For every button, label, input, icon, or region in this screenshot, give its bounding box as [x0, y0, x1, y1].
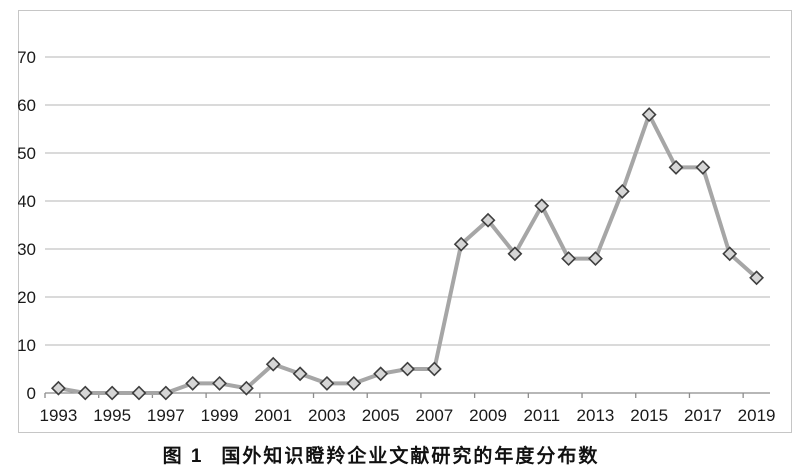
svg-text:0: 0 — [27, 384, 36, 403]
svg-text:2001: 2001 — [254, 406, 292, 425]
svg-text:1993: 1993 — [40, 406, 78, 425]
svg-text:1997: 1997 — [147, 406, 185, 425]
svg-text:60: 60 — [18, 96, 36, 115]
svg-text:2017: 2017 — [684, 406, 722, 425]
figure-title: 国外知识瞪羚企业文献研究的年度分布数 — [221, 446, 600, 467]
annual-distribution-line-chart: 0 10 20 30 40 50 60 70 1993 1995 1997 1999 2001 2003 2… — [18, 10, 792, 433]
svg-text:40: 40 — [18, 192, 36, 211]
figure-label: 图 1 — [162, 446, 204, 467]
svg-text:70: 70 — [18, 48, 36, 67]
svg-text:2009: 2009 — [469, 406, 507, 425]
svg-text:2003: 2003 — [308, 406, 346, 425]
svg-text:30: 30 — [18, 240, 36, 259]
svg-text:2007: 2007 — [415, 406, 453, 425]
svg-text:1999: 1999 — [201, 406, 239, 425]
figure-caption: 图 1 国外知识瞪羚企业文献研究的年度分布数 — [0, 441, 762, 468]
svg-text:20: 20 — [18, 288, 36, 307]
svg-text:50: 50 — [18, 144, 36, 163]
chart-frame: 0 10 20 30 40 50 60 70 1993 1995 1997 1999 2001 2003 2… — [18, 10, 792, 433]
svg-text:2005: 2005 — [362, 406, 400, 425]
svg-text:1995: 1995 — [93, 406, 131, 425]
svg-text:2019: 2019 — [738, 406, 776, 425]
svg-text:10: 10 — [18, 336, 36, 355]
svg-text:2011: 2011 — [523, 406, 560, 425]
svg-text:2015: 2015 — [630, 406, 668, 425]
svg-text:2013: 2013 — [577, 406, 615, 425]
